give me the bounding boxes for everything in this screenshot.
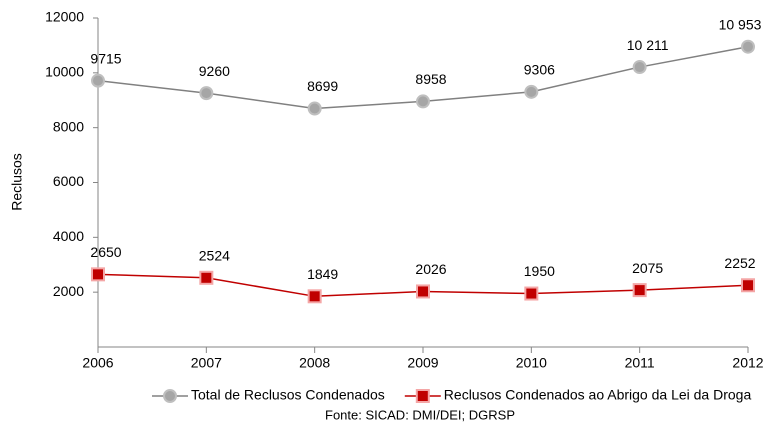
data-label: 10 953 [719, 16, 762, 32]
data-label: 8699 [307, 78, 338, 94]
point [416, 284, 430, 299]
point [632, 60, 647, 75]
data-label: 2075 [632, 260, 663, 276]
data-label: 10 211 [627, 37, 669, 53]
point [199, 86, 214, 101]
x-tick-label: 2010 [516, 355, 547, 371]
data-label: 2524 [199, 248, 230, 264]
data-label: 2026 [415, 261, 446, 277]
point [416, 94, 430, 109]
point [741, 39, 755, 54]
data-label: 9715 [90, 50, 121, 66]
y-tick-label: 6000 [53, 173, 84, 189]
x-tick-label: 2012 [732, 355, 763, 371]
data-label: 1849 [307, 266, 338, 282]
legend-marker [415, 389, 430, 403]
x-tick-label: 2011 [625, 355, 655, 371]
x-tick-label: 2009 [407, 355, 438, 371]
point [524, 286, 539, 301]
point [307, 101, 322, 116]
legend-marker [163, 389, 177, 403]
y-axis-label: Reclusos [9, 153, 25, 211]
x-tick-label: 2008 [299, 355, 330, 371]
y-tick-label: 4000 [53, 228, 84, 244]
point [91, 73, 105, 88]
point [524, 84, 539, 99]
data-label: 8958 [415, 71, 446, 87]
point [91, 267, 105, 282]
point [741, 278, 755, 293]
data-label: 9260 [199, 63, 230, 79]
x-tick-label: 2006 [82, 355, 113, 371]
data-label: 2252 [724, 255, 755, 271]
point [632, 283, 647, 298]
y-tick-label: 10000 [45, 64, 84, 80]
legend-label: Reclusos Condenados ao Abrigo da Lei da … [444, 387, 752, 403]
legend-label: Total de Reclusos Condenados [191, 387, 385, 403]
point [307, 289, 322, 304]
data-label: 2650 [90, 244, 121, 260]
y-tick-label: 12000 [45, 9, 84, 25]
x-tick-label: 2007 [191, 355, 222, 371]
source-note: Fonte: SICAD: DMI/DEI; DGRSP [325, 407, 515, 422]
data-label: 1950 [524, 263, 555, 279]
y-tick-label: 2000 [53, 283, 84, 299]
data-label: 9306 [524, 62, 555, 78]
y-tick-label: 8000 [53, 118, 84, 134]
point [199, 270, 214, 285]
